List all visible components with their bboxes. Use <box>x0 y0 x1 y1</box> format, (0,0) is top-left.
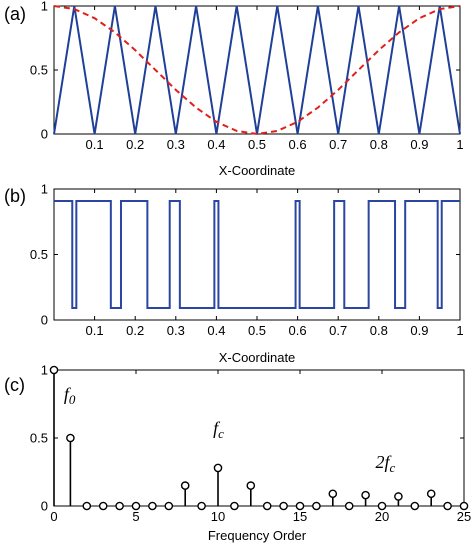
panel-a-xtick-label: 0.7 <box>329 137 347 152</box>
stem-marker <box>262 501 272 511</box>
stem-marker <box>312 501 321 511</box>
panel-c: (c) Frequency Order 0 5 10 15 20 25 0 0.5 1 f0 fc 2… <box>4 363 471 544</box>
panel-b-ytick-label: 0 <box>41 313 48 328</box>
panel-a: (a) X-Coordinate 0.1 0.2 0.3 0.4 0.5 0.6 0.7 0.… <box>4 0 464 178</box>
panel-a-frame <box>53 5 461 135</box>
panel-c-xtick-label: 0 <box>50 509 57 524</box>
panel-b: (b) X-Coordinate 0.1 0.2 0.3 0.4 0.5 0.6 0.7 0.… <box>4 182 464 366</box>
panel-b-xtick-label: 0.6 <box>289 323 307 338</box>
panel-c-label: (c) <box>4 375 25 395</box>
panel-b-xtick-label: 0.5 <box>248 323 266 338</box>
stem-marker <box>98 501 108 511</box>
panel-a-xtick-label: 0.2 <box>126 137 144 152</box>
panel-a-xtick-label: 1 <box>456 137 463 152</box>
stem-marker <box>344 501 354 511</box>
stem-marker <box>164 501 174 511</box>
stem-marker <box>82 501 92 511</box>
panel-a-xtick-label: 0.5 <box>248 137 266 152</box>
stem-marker <box>459 501 469 511</box>
panel-a-xtick-label: 0.3 <box>167 137 185 152</box>
panel-c-xtick-label: 10 <box>211 509 225 524</box>
stem-marker <box>377 501 387 511</box>
stem-marker <box>148 501 157 511</box>
panel-a-label: (a) <box>4 4 26 24</box>
panel-c-ytick-label: 0 <box>41 499 48 514</box>
stem-marker <box>131 501 141 511</box>
stem-marker <box>66 433 75 443</box>
panel-c-xtick-label: 15 <box>293 509 307 524</box>
panel-b-xtick-label: 0.7 <box>329 323 347 338</box>
panel-a-xtick-label: 0.9 <box>410 137 428 152</box>
panel-b-xtick-label: 1 <box>456 323 463 338</box>
stem-marker <box>410 501 420 511</box>
stem-marker <box>328 489 338 499</box>
panel-a-ytick-label: 0 <box>41 127 48 142</box>
panel-b-xtick-label: 0.8 <box>370 323 388 338</box>
stem-marker <box>295 501 305 511</box>
panel-a-xtick-label: 0.1 <box>86 137 104 152</box>
harmonic-annotation: fc <box>213 418 224 441</box>
panel-b-xtick-label: 0.3 <box>167 323 185 338</box>
pwm-pulse-line <box>54 200 460 309</box>
cosine-reference-line <box>53 5 461 136</box>
panel-b-ytick-label: 0.5 <box>30 247 48 262</box>
panel-b-xtick-label: 0.9 <box>410 323 428 338</box>
stem-marker <box>361 490 370 500</box>
panel-c-frame <box>53 369 465 507</box>
panel-b-frame <box>53 188 461 321</box>
triangle-carrier-line <box>53 5 461 135</box>
panel-c-ytick-label: 1 <box>41 363 48 378</box>
panel-c-ytick-label: 0.5 <box>30 431 48 446</box>
panel-a-xtick-label: 0.6 <box>289 137 307 152</box>
panel-c-xtick-label: 25 <box>457 509 471 524</box>
panel-b-xtick-label: 0.2 <box>126 323 144 338</box>
panel-c-xtick-label: 5 <box>132 509 139 524</box>
panel-c-xtick-label: 20 <box>375 509 389 524</box>
panel-a-xlabel: X-Coordinate <box>219 163 296 178</box>
stem-marker <box>394 492 403 501</box>
stem-marker <box>230 501 239 511</box>
panel-b-xtick-label: 0.4 <box>207 323 225 338</box>
panel-b-xlabel: X-Coordinate <box>219 350 296 365</box>
panel-b-ytick-label: 1 <box>41 182 48 197</box>
stem-marker <box>443 501 452 511</box>
panel-b-label: (b) <box>4 186 26 206</box>
panel-a-ytick-label: 1 <box>41 0 48 14</box>
stem-marker <box>279 501 288 511</box>
panel-c-xlabel: Frequency Order <box>208 528 307 543</box>
stem-marker <box>115 501 124 511</box>
stem-marker <box>426 489 436 499</box>
panel-a-xtick-label: 0.4 <box>207 137 225 152</box>
stem-marker <box>180 481 190 490</box>
harmonic-annotation: f0 <box>64 384 76 407</box>
stem-marker <box>246 481 256 490</box>
panel-b-xtick-label: 0.1 <box>86 323 104 338</box>
panel-a-ytick-label: 0.5 <box>30 63 48 78</box>
harmonic-annotation: 2fc <box>375 452 395 475</box>
stem-marker <box>197 501 206 511</box>
stem-marker <box>49 365 59 375</box>
stem-marker <box>213 463 223 473</box>
panel-a-xtick-label: 0.8 <box>370 137 388 152</box>
